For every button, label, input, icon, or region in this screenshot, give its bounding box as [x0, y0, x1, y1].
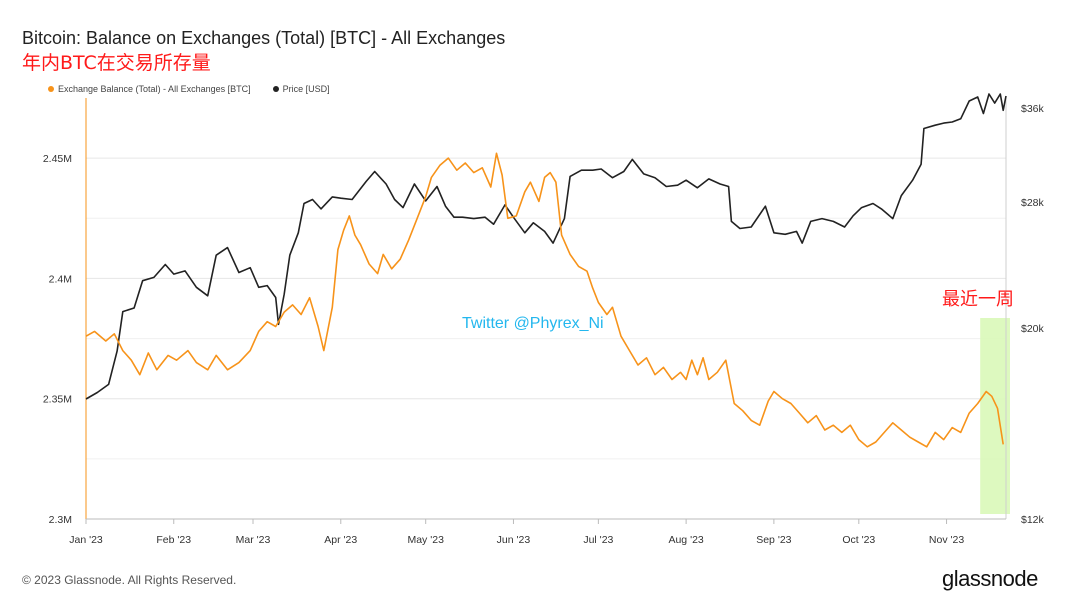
legend-marker-price	[272, 86, 279, 92]
y-left-tick-label: 2.4M	[49, 273, 72, 285]
x-tick-label: Feb '23	[156, 534, 191, 546]
x-tick-label: Sep '23	[756, 534, 791, 546]
x-tick-label: May '23	[407, 534, 444, 546]
y-right-tick-label: $12k	[1021, 514, 1045, 526]
price-series-line	[85, 93, 1007, 400]
legend-marker-balance	[48, 86, 54, 92]
x-tick-label: Nov '23	[929, 534, 964, 546]
x-tick-label: Jun '23	[497, 534, 531, 546]
chart-subtitle: 年内BTC在交易所存量	[22, 52, 211, 74]
legend-item-balance[interactable]: Exchange Balance (Total) - All Exchanges…	[48, 84, 251, 94]
recent-week-label: 最近一周	[942, 289, 1014, 310]
y-left-tick-label: 2.45M	[43, 153, 72, 165]
recent-week-highlight	[980, 318, 1010, 514]
y-right-tick-label: $28k	[1021, 197, 1045, 209]
balance-series-line	[85, 152, 1004, 448]
x-tick-label: Jul '23	[583, 534, 613, 546]
y-right-tick-label: $36k	[1021, 103, 1045, 115]
copyright-text: © 2023 Glassnode. All Rights Reserved.	[22, 573, 237, 587]
y-right-tick-label: $20k	[1021, 323, 1045, 335]
axes	[85, 98, 1007, 520]
x-axis-ticks: Jan '23 Feb '23 Mar '23 Apr '23 May '23 Jun '…	[69, 519, 964, 546]
twitter-watermark: Twitter @Phyrex_Ni	[462, 315, 604, 332]
y-left-tick-label: 2.3M	[49, 514, 72, 526]
x-tick-label: Aug '23	[668, 534, 703, 546]
y-axis-left-ticks: 2.3M 2.35M 2.4M 2.45M	[43, 153, 72, 526]
legend-item-price[interactable]: Price [USD]	[272, 84, 330, 94]
x-tick-label: Oct '23	[842, 534, 875, 546]
glassnode-logo[interactable]: glassnode	[942, 566, 1038, 591]
y-left-tick-label: 2.35M	[43, 394, 72, 406]
legend-label-balance: Exchange Balance (Total) - All Exchanges…	[58, 84, 251, 94]
legend-label-price: Price [USD]	[282, 84, 330, 94]
legend: Exchange Balance (Total) - All Exchanges…	[48, 84, 330, 94]
x-tick-label: Mar '23	[236, 534, 271, 546]
x-tick-label: Apr '23	[324, 534, 357, 546]
y-axis-right-ticks: $12k $20k $28k $36k	[1021, 103, 1045, 526]
chart-title: Bitcoin: Balance on Exchanges (Total) [B…	[22, 28, 506, 48]
grid-lines	[86, 157, 1006, 520]
x-tick-label: Jan '23	[69, 534, 103, 546]
